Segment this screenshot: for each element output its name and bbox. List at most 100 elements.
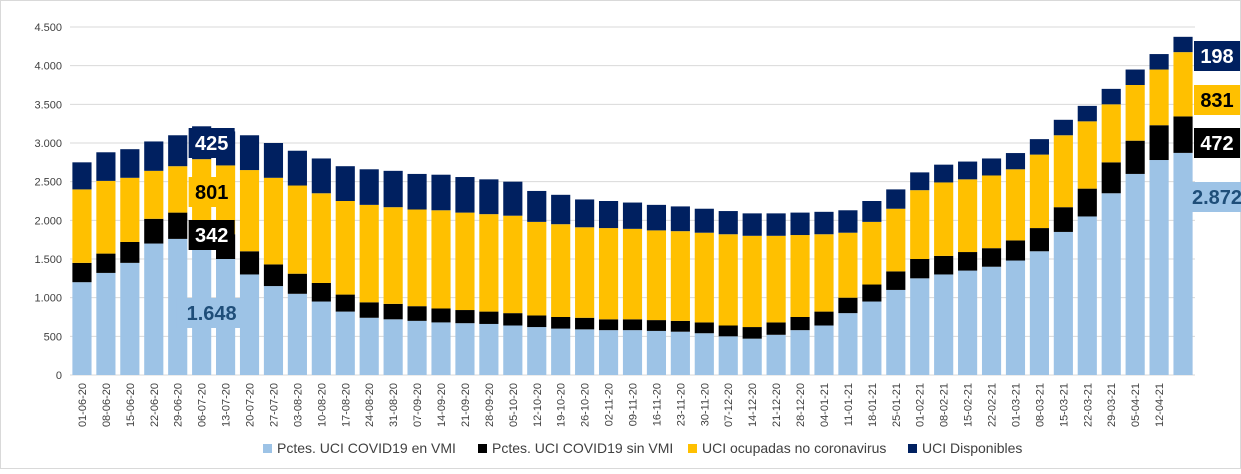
- bar-segment: [646, 320, 667, 331]
- bar-segment: [934, 164, 954, 183]
- bar-segment: [814, 311, 834, 326]
- bar-segment: [790, 235, 810, 317]
- x-tick-label: 22-03-21: [1082, 383, 1094, 427]
- bar-segment: [311, 282, 331, 302]
- bar-segment: [1173, 36, 1193, 53]
- bar-segment: [1029, 154, 1049, 229]
- bar-segment: [527, 315, 547, 328]
- bar-segment: [551, 224, 571, 317]
- data-label-text: 425: [195, 133, 228, 155]
- bar-segment: [359, 317, 379, 375]
- bar-segment: [646, 204, 667, 231]
- data-label: 2.872: [1182, 182, 1241, 212]
- bar-segment: [359, 169, 379, 205]
- x-tick-label: 12-10-20: [532, 383, 544, 427]
- data-label: 198: [1194, 41, 1240, 71]
- bar-segment: [1005, 260, 1026, 375]
- bar-segment: [431, 308, 451, 323]
- x-tick-label: 26-10-20: [580, 383, 592, 427]
- bar-segment: [1053, 207, 1073, 232]
- y-tick-label: 500: [44, 331, 62, 343]
- bar-segment: [622, 228, 643, 320]
- bar-segment: [239, 135, 260, 171]
- bar-segment: [287, 150, 307, 186]
- bar-segment: [575, 199, 595, 228]
- bar-segment: [910, 278, 930, 375]
- bar-segment: [335, 201, 355, 295]
- bar-segment: [718, 234, 738, 326]
- bar-segment: [814, 234, 834, 312]
- bar-segment: [575, 227, 595, 318]
- bar-segment: [694, 232, 714, 323]
- x-tick-label: 28-09-20: [484, 383, 496, 427]
- y-tick-label: 4.500: [34, 22, 62, 34]
- bar-segment: [886, 289, 906, 375]
- x-tick-label: 15-02-21: [963, 383, 975, 427]
- bar-segment: [383, 207, 403, 304]
- legend-swatch: [263, 444, 272, 453]
- data-label-text: 198: [1200, 46, 1233, 68]
- bar-segment: [934, 255, 954, 275]
- data-label-box: [1182, 182, 1241, 212]
- bar-segment: [120, 241, 140, 263]
- x-tick-label: 16-11-20: [651, 383, 663, 426]
- data-label-box: [188, 177, 235, 207]
- bar-segment: [934, 182, 954, 256]
- bar-segment: [886, 271, 906, 290]
- bar-segment: [479, 214, 499, 312]
- bar-segment: [1101, 88, 1121, 105]
- x-tick-label: 01-02-21: [915, 383, 927, 427]
- bar-segment: [311, 301, 331, 375]
- bar-segment: [72, 189, 92, 263]
- data-label-box: [188, 220, 235, 250]
- x-tick-label: 22-06-20: [149, 383, 161, 427]
- bar-segment: [718, 336, 738, 375]
- bar-segment: [1125, 69, 1145, 85]
- bar-segment: [1005, 169, 1026, 241]
- bar-segment: [910, 172, 930, 191]
- bar-segment: [718, 211, 738, 235]
- x-tick-label: 02-11-20: [604, 383, 616, 426]
- bar-segment: [144, 141, 164, 171]
- bar-segment: [598, 228, 619, 320]
- bar-segment: [72, 262, 92, 283]
- bar-segment: [407, 320, 427, 375]
- bar-segment: [503, 325, 523, 375]
- bar-segment: [335, 166, 355, 201]
- data-label: 801: [188, 177, 235, 207]
- x-tick-label: 30-11-20: [699, 383, 711, 426]
- bar-segment: [455, 310, 475, 324]
- bar-segment: [958, 270, 978, 375]
- legend-swatch: [478, 444, 487, 453]
- bar-segment: [96, 180, 116, 254]
- x-tick-label: 31-08-20: [388, 383, 400, 427]
- bar-segment: [479, 179, 499, 215]
- bar-segment: [886, 208, 906, 272]
- x-tick-label: 01-06-20: [77, 383, 89, 427]
- bar-segment: [144, 170, 164, 219]
- bar-segment: [407, 209, 427, 307]
- bar-segment: [838, 210, 858, 233]
- bar-segment: [1077, 121, 1097, 189]
- x-tick-label: 22-02-21: [987, 383, 999, 427]
- bar-segment: [646, 330, 667, 375]
- x-tick-label: 14-12-20: [747, 383, 759, 427]
- data-label-text: 831: [1200, 90, 1233, 112]
- bar-segment: [670, 320, 690, 332]
- bar-segment: [551, 317, 571, 329]
- bar-segment: [96, 272, 116, 375]
- bar-segment: [1125, 173, 1145, 375]
- y-tick-label: 2.500: [34, 177, 62, 189]
- x-tick-label: 10-08-20: [316, 383, 328, 427]
- data-label-text: 472: [1200, 133, 1233, 155]
- bar-segment: [1149, 125, 1169, 161]
- bar-segment: [598, 201, 619, 229]
- bar-segment: [694, 322, 714, 334]
- bar-segment: [1029, 228, 1049, 252]
- bar-segment: [958, 179, 978, 253]
- data-label-box: [176, 298, 247, 328]
- bar-segment: [120, 262, 140, 375]
- bar-segment: [742, 235, 762, 328]
- bar-segment: [886, 189, 906, 209]
- x-tick-label: 05-10-20: [508, 383, 520, 427]
